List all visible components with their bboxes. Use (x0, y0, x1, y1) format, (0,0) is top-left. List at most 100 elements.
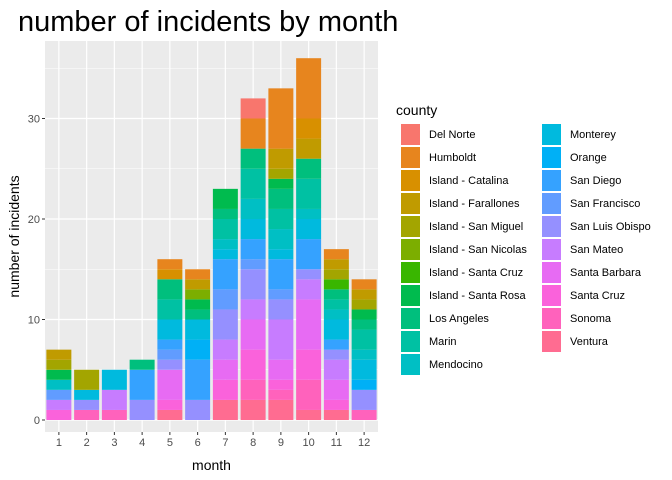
legend-key (401, 262, 420, 283)
legend-entry: Ventura (570, 336, 609, 348)
legend-key (401, 239, 420, 260)
legend-title: county (396, 102, 437, 118)
bar-segment (212, 219, 238, 240)
legend-entry: Los Angeles (429, 313, 489, 325)
bar-segment (268, 289, 294, 300)
bar-segment (129, 359, 155, 370)
bar-segment (351, 309, 377, 320)
bar-segment (351, 289, 377, 300)
y-tick-label: 20 (28, 214, 40, 226)
bar-segment (240, 219, 266, 240)
bar-segment (296, 158, 322, 179)
bar-segment (185, 279, 211, 290)
bar-segment (296, 299, 322, 350)
bar-segment (129, 399, 155, 420)
bar-segment (268, 178, 294, 189)
bar-segment (351, 359, 377, 380)
bar-segment (157, 359, 183, 370)
legend-entry: Island - Catalina (429, 175, 509, 187)
legend-key (542, 147, 561, 168)
bar-segment (268, 319, 294, 360)
x-tick-label: 7 (222, 437, 228, 449)
y-tick-label: 30 (28, 114, 40, 126)
bar-segment (185, 309, 211, 320)
x-tick-label: 2 (84, 437, 90, 449)
legend-key (542, 308, 561, 329)
bar-segment (323, 399, 349, 410)
bar-segment (157, 279, 183, 300)
bar-segment (240, 198, 266, 219)
bar-segment (46, 349, 72, 360)
bar-segment (296, 178, 322, 209)
y-tick-label: 10 (28, 315, 40, 327)
bar-segment (240, 259, 266, 270)
bar-segment (46, 379, 72, 390)
bar-segment (101, 409, 127, 420)
legend-entry: Island - Farallones (429, 198, 520, 210)
bar-segment (351, 299, 377, 310)
bar-segment (351, 389, 377, 410)
bar-segment (268, 299, 294, 320)
x-tick-label: 11 (331, 437, 342, 449)
bar-segment (296, 219, 322, 240)
bar-segment (185, 339, 211, 360)
bar-segment (212, 188, 238, 209)
x-axis-label: month (192, 457, 231, 473)
legend-entry: Mendocino (429, 359, 483, 371)
bar-segment (268, 208, 294, 230)
legend-key (401, 193, 420, 214)
y-tick-label: 0 (34, 415, 40, 427)
bar-segment (101, 389, 127, 410)
bar-segment (212, 289, 238, 310)
bar-segment (268, 359, 294, 380)
bar-segment (296, 269, 322, 280)
bar-segment (240, 379, 266, 400)
bar-segment (323, 379, 349, 400)
legend-entry: Orange (570, 152, 607, 164)
bar-segment (323, 309, 349, 320)
bar-segment (351, 409, 377, 420)
bar-segment (157, 399, 183, 410)
bar-segment (268, 389, 294, 400)
bar-segment (268, 249, 294, 260)
bar-segment (157, 259, 183, 270)
bar-segment (157, 349, 183, 360)
bar-segment (46, 359, 72, 370)
bar-segment (74, 399, 100, 410)
legend-entry: San Mateo (570, 244, 623, 256)
bar-segment (46, 389, 72, 400)
bar-segment (323, 349, 349, 360)
bar-segment (212, 259, 238, 290)
legend-key (401, 285, 420, 306)
bar-segment (268, 168, 294, 179)
bar-segment (74, 409, 100, 420)
legend-key (542, 285, 561, 306)
bar-segment (351, 279, 377, 290)
bar-segment (323, 409, 349, 420)
x-tick-label: 5 (167, 437, 173, 449)
x-tick-label: 10 (303, 437, 315, 449)
bar-segment (268, 399, 294, 420)
bar-segment (240, 269, 266, 300)
legend-entry: Del Norte (429, 129, 475, 141)
plot-panel (45, 41, 378, 432)
bar-segment (323, 299, 349, 310)
bar-segment (351, 329, 377, 350)
legend-key (401, 354, 420, 375)
bar-segment (268, 379, 294, 390)
legend-key (542, 331, 561, 352)
bar-segment (240, 239, 266, 260)
bar-segment (240, 319, 266, 350)
bar-segment (157, 409, 183, 420)
bar-segment (212, 249, 238, 260)
bar-segment (74, 389, 100, 400)
bar-segment (240, 118, 266, 149)
legend-key (401, 147, 420, 168)
bar-segment (240, 399, 266, 420)
bar-segment (268, 88, 294, 149)
bar-segment (157, 369, 183, 400)
y-axis-label: number of incidents (6, 175, 22, 297)
legend-key (542, 124, 561, 145)
